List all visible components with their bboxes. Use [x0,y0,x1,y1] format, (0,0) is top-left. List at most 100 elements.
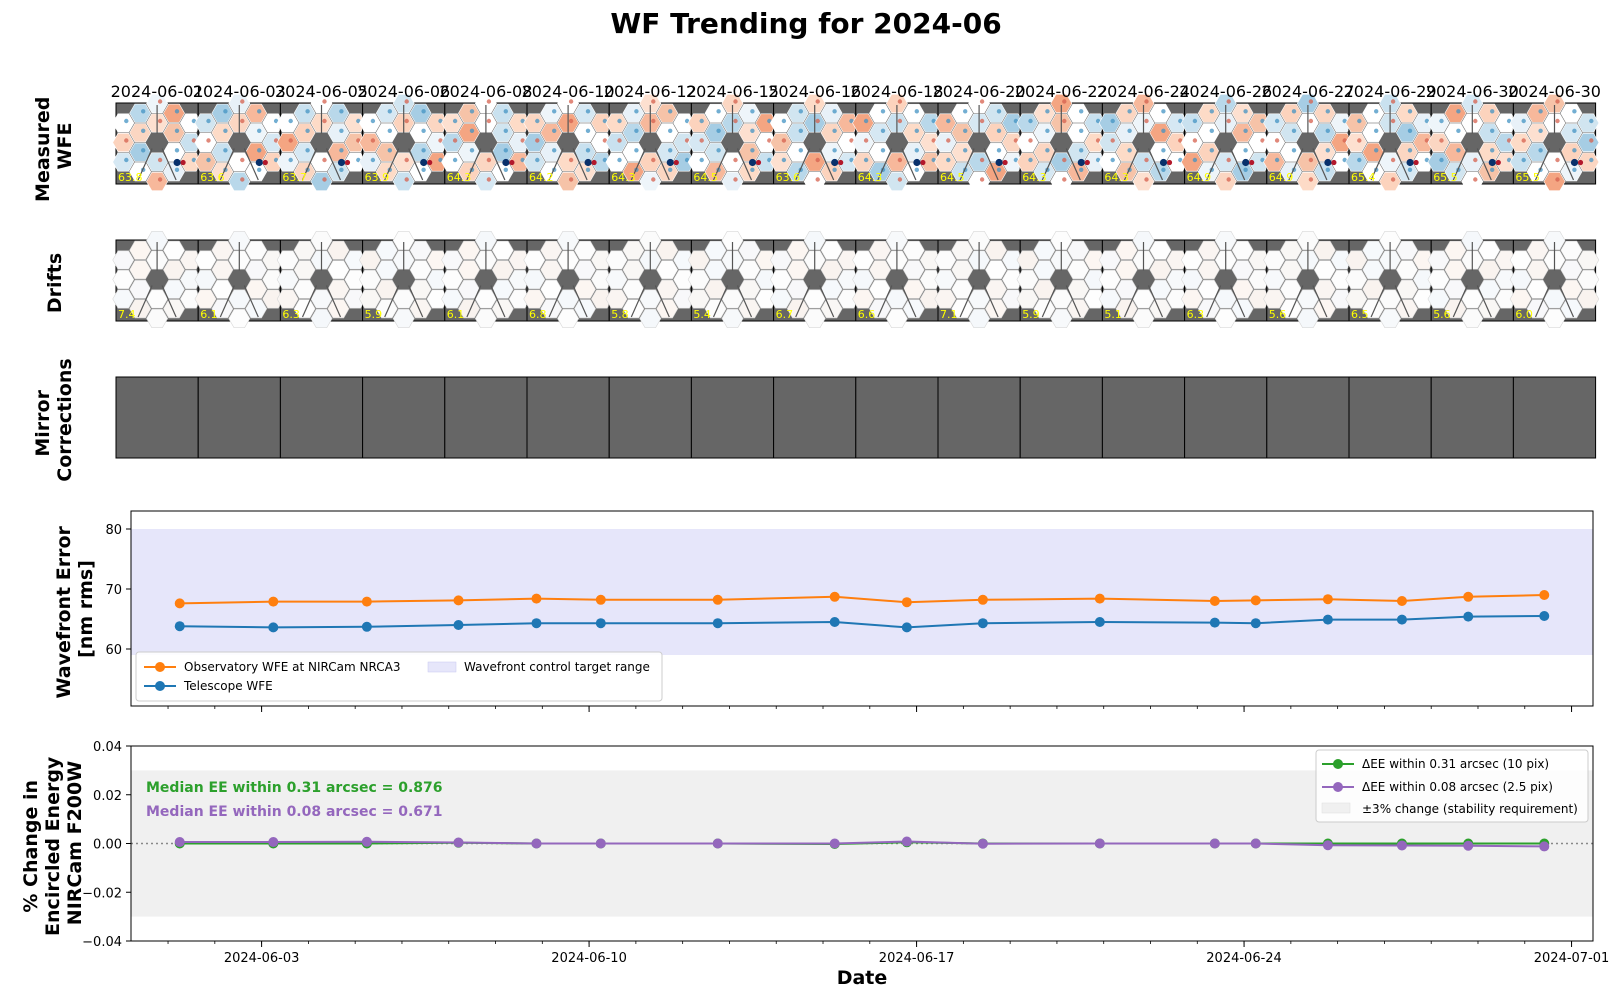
measured-thumbnail: 64.3 [441,94,531,191]
wfe-point [1250,595,1261,606]
drifts-thumbnail: 5.4 [687,231,778,328]
corrections-thumbnail [937,376,1021,459]
drifts-thumbnail: 7.1 [934,231,1024,328]
wavefront-error-chart: 60 70 80 Wavefront Error [nm rms] Observat… [53,510,1594,712]
drifts-thumbnail: 5.6 [1263,231,1353,328]
legend-marker-ee-narrow [1333,782,1343,792]
measured-thumbnail: 63.6 [194,94,285,191]
ee-point [453,837,464,848]
measured-value-label: 65.5 [1515,171,1540,184]
ee-point [1094,838,1105,849]
corrections-thumbnail [1184,376,1268,459]
thumbnail-date-label: 2024-06-06 [357,82,450,101]
ee-point [174,837,185,848]
legend-marker-ee-wide [1333,759,1343,769]
wfe-point [531,618,542,629]
wfe-point [361,621,372,632]
drifts-value-label: 5.8 [611,308,629,321]
legend-swatch-stability [1321,802,1351,814]
measured-thumbnail: 64.2 [523,94,613,191]
measured-thumbnail: 64.9 [1180,94,1271,191]
legend-label-telescope: Telescope WFE [183,679,273,693]
wfe-point [1539,611,1550,621]
wfe-point [1463,591,1474,602]
thumbnail-date-label: 2024-06-01 [111,82,204,101]
thumbnail-date-label: 2024-06-26 [1179,82,1272,101]
corrections-thumbnail [444,376,528,459]
corrections-thumbnail [773,376,857,459]
wfe-point [1396,596,1407,606]
measured-value-label: 64.9 [1269,171,1294,184]
measured-thumbnail: 65.5 [1427,94,1518,191]
ee-y-axis-label: % Change in Encircled Energy NIRCam F200… [20,750,86,936]
wfe-point [595,618,606,629]
wfe-point [595,594,606,605]
drifts-value-label: 6.1 [200,308,218,321]
wfe-legend: Observatory WFE at NIRCam NRCA3 Telescop… [135,651,663,702]
corrections-thumbnail [855,376,939,459]
legend-swatch-target-range [427,661,457,673]
legend-marker-observatory [155,662,165,672]
wfe-axes-frame [130,510,1594,707]
thumbnail-date-label: 2024-06-08 [439,82,532,101]
ee-point [977,838,988,849]
wfe-point [901,597,912,608]
drifts-value-label: 6.0 [1515,308,1533,321]
drifts-value-label: 7.1 [940,308,958,321]
ee-legend: ΔEE within 0.31 arcsec (10 pix) ΔEE with… [1315,749,1589,823]
drifts-thumbnail: 5.9 [358,231,449,328]
wfe-point [1396,614,1407,625]
drifts-value-label: 5.9 [365,308,383,321]
ee-point [268,837,279,848]
encircled-energy-chart: 0.04 0.02 0.00 −0.02 −0.04 2024-06-03 2024-06… [20,740,1609,989]
ee-point [361,836,372,847]
wfe-point [1322,594,1333,605]
drifts-thumbnail: 6.5 [1345,231,1435,328]
measured-thumbnail: 63.8 [112,94,202,191]
wfe-point [361,596,372,607]
ee-point [1539,841,1550,852]
ee-y-tick-label: 0.02 [93,789,122,804]
measured-value-label: 64.5 [693,171,718,184]
thumbnail-date-label: 2024-06-12 [604,82,697,101]
wfe-point [453,620,464,630]
ee-point [1396,840,1407,851]
drifts-value-label: 6.8 [529,308,547,321]
measured-value-label: 64.3 [858,171,883,184]
drifts-value-label: 6.3 [282,308,300,321]
corrections-thumbnail [690,376,775,459]
x-tick-label: 2024-06-17 [879,951,955,966]
ee-point [712,838,723,849]
ee-y-tick-label: −0.02 [82,886,122,901]
legend-marker-telescope [155,681,165,691]
drifts-thumbnail: 7.4 [112,231,202,328]
measured-thumbnail: 65.5 [1509,94,1600,191]
measured-value-label: 64.3 [611,171,636,184]
wfe-point [268,596,279,607]
thumbnail-date-label: 2024-06-15 [686,82,779,101]
measured-value-label: 63.6 [200,171,225,184]
corrections-thumbnail [1512,376,1597,459]
wfe-point [1094,617,1105,627]
wfe-point [1209,596,1220,606]
wfe-point [1209,617,1220,628]
thumbnail-date-label: 2024-06-27 [1261,82,1354,101]
measured-thumbnail: 64.3 [605,94,696,191]
measured-value-label: 64.3 [447,171,472,184]
measured-thumbnail: 65.4 [1345,94,1435,191]
measured-value-label: 64.3 [1022,171,1046,184]
drifts-thumbnail: 5.1 [1098,231,1189,328]
wfe-point [268,622,279,633]
measured-value-label: 63.6 [776,171,801,184]
ee-point [531,838,542,849]
ee-point [1463,840,1474,851]
drifts-value-label: 5.4 [693,308,711,321]
measured-thumbnail: 64.5 [934,94,1024,191]
drifts-value-label: 6.5 [1351,308,1369,321]
median-ee-wide-annotation: Median EE within 0.31 arcsec = 0.876 [146,780,443,796]
drifts-thumbnail: 6.8 [523,231,613,328]
ee-y-tick-label: −0.04 [82,935,122,950]
measured-value-label: 65.4 [1351,171,1376,184]
measured-thumbnail: 64.3 [1098,94,1189,191]
corrections-thumbnail [526,376,610,459]
